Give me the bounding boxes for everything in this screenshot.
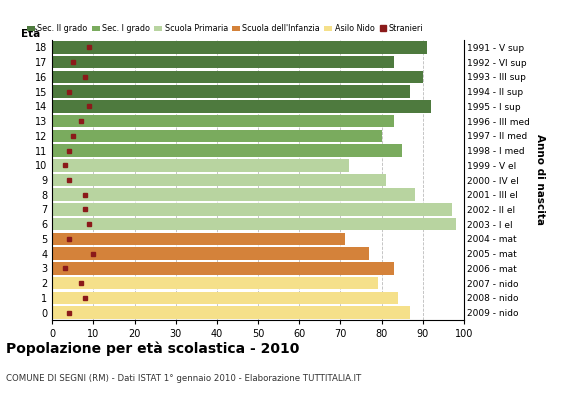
Bar	[52, 292, 398, 304]
Legend: Sec. II grado, Sec. I grado, Scuola Primaria, Scuola dell'Infanzia, Asilo Nido, : Sec. II grado, Sec. I grado, Scuola Prim…	[27, 24, 423, 33]
Y-axis label: Anno di nascita: Anno di nascita	[535, 134, 545, 226]
Bar	[52, 174, 386, 186]
Bar	[52, 159, 349, 172]
Bar	[52, 277, 378, 290]
Bar	[52, 306, 411, 319]
Bar	[52, 85, 411, 98]
Bar	[52, 262, 394, 275]
Bar	[52, 233, 345, 245]
Text: Età: Età	[21, 30, 41, 40]
Bar	[52, 115, 394, 127]
Bar	[52, 218, 456, 230]
Bar	[52, 188, 415, 201]
Text: Popolazione per età scolastica - 2010: Popolazione per età scolastica - 2010	[6, 342, 299, 356]
Bar	[52, 203, 452, 216]
Text: COMUNE DI SEGNI (RM) - Dati ISTAT 1° gennaio 2010 - Elaborazione TUTTITALIA.IT: COMUNE DI SEGNI (RM) - Dati ISTAT 1° gen…	[6, 374, 361, 383]
Bar	[52, 248, 369, 260]
Bar	[52, 70, 423, 83]
Bar	[52, 130, 382, 142]
Bar	[52, 144, 403, 157]
Bar	[52, 56, 394, 68]
Bar	[52, 41, 427, 54]
Bar	[52, 100, 431, 112]
